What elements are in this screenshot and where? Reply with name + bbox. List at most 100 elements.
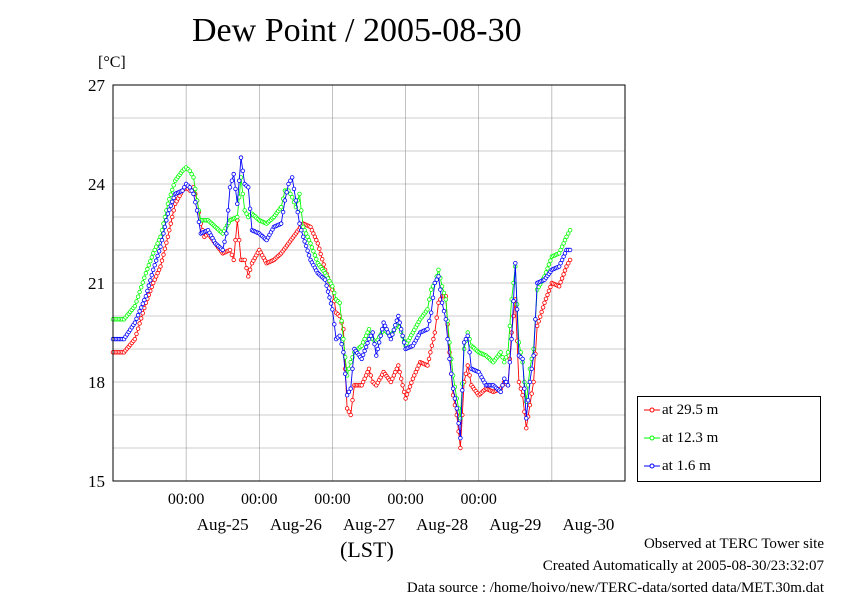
x-time-tick-label: 00:00	[460, 491, 496, 508]
data-point	[536, 319, 541, 324]
data-point	[182, 185, 187, 190]
data-point	[169, 187, 175, 193]
x-axis-label: (LST)	[340, 537, 394, 562]
data-point	[454, 406, 459, 411]
data-point	[168, 221, 173, 226]
data-point	[566, 261, 571, 266]
data-point	[146, 263, 151, 268]
data-point	[171, 195, 176, 201]
data-point	[443, 297, 448, 302]
data-point	[315, 241, 320, 246]
data-point	[368, 373, 373, 378]
data-point	[427, 318, 432, 324]
data-point	[244, 211, 249, 216]
data-point	[401, 340, 407, 345]
data-point	[246, 185, 251, 190]
data-point	[557, 284, 562, 289]
data-point	[434, 277, 439, 282]
data-point	[463, 371, 469, 376]
data-point	[430, 295, 436, 300]
data-point	[279, 204, 284, 210]
data-point	[165, 211, 171, 216]
data-point	[148, 259, 153, 264]
legend-label: at 29.5 m	[662, 402, 719, 418]
data-point	[432, 280, 437, 286]
data-point	[332, 322, 337, 327]
data-point	[325, 289, 331, 294]
data-point	[324, 283, 329, 288]
data-point	[308, 241, 313, 246]
data-point	[222, 239, 227, 244]
data-point	[138, 285, 144, 290]
data-point	[546, 288, 552, 294]
data-point	[529, 366, 534, 371]
legend-swatch-blue	[644, 463, 660, 469]
data-point	[467, 373, 472, 378]
data-point	[282, 198, 288, 203]
data-point	[344, 393, 350, 398]
data-point	[559, 276, 565, 281]
data-point	[348, 386, 353, 391]
data-point	[240, 191, 245, 197]
data-point	[450, 386, 456, 391]
y-tick-label: 24	[88, 175, 106, 194]
data-point	[350, 398, 355, 403]
data-point	[350, 366, 355, 371]
data-point	[231, 257, 236, 263]
data-point	[135, 294, 141, 299]
data-point	[558, 280, 563, 285]
data-point	[167, 196, 172, 202]
data-point	[397, 320, 402, 325]
footer-site: Observed at TERC Tower site	[643, 536, 824, 552]
data-point	[322, 277, 328, 282]
data-point	[513, 261, 518, 266]
data-point	[140, 280, 145, 285]
data-point	[548, 284, 553, 290]
data-point	[158, 264, 163, 269]
data-point	[374, 353, 379, 358]
data-point	[428, 350, 433, 355]
data-point	[156, 249, 162, 254]
data-point	[561, 272, 566, 277]
data-point	[525, 398, 531, 403]
data-point	[240, 168, 245, 173]
data-point	[339, 341, 344, 347]
data-point	[235, 201, 240, 206]
data-point	[500, 383, 505, 388]
data-point	[524, 426, 529, 431]
data-point	[314, 257, 319, 262]
data-point	[134, 316, 139, 321]
data-point	[562, 268, 568, 273]
data-point	[406, 388, 411, 393]
data-point	[148, 278, 153, 283]
data-point	[135, 312, 141, 318]
x-day-label: Aug-28	[416, 515, 468, 534]
data-point	[167, 227, 172, 233]
data-point	[132, 303, 138, 309]
data-point	[165, 234, 171, 239]
data-point	[363, 344, 369, 350]
data-point	[225, 208, 231, 213]
data-point	[543, 296, 549, 301]
data-point	[524, 416, 529, 421]
data-point	[498, 389, 503, 395]
data-point	[171, 208, 176, 213]
data-point	[328, 301, 334, 306]
data-point	[538, 314, 543, 319]
data-point	[233, 186, 238, 192]
data-point	[393, 323, 398, 328]
data-point	[196, 219, 202, 225]
data-point	[286, 181, 291, 187]
data-point	[396, 313, 401, 319]
data-point	[348, 412, 353, 418]
legend-label: at 1.6 m	[662, 458, 711, 474]
data-point	[461, 340, 467, 345]
data-point	[465, 333, 470, 338]
data-point	[224, 231, 229, 236]
legend-swatch-green	[644, 435, 660, 441]
data-point	[344, 406, 350, 411]
data-point	[155, 253, 160, 259]
data-point	[463, 336, 469, 342]
data-point	[140, 301, 145, 306]
